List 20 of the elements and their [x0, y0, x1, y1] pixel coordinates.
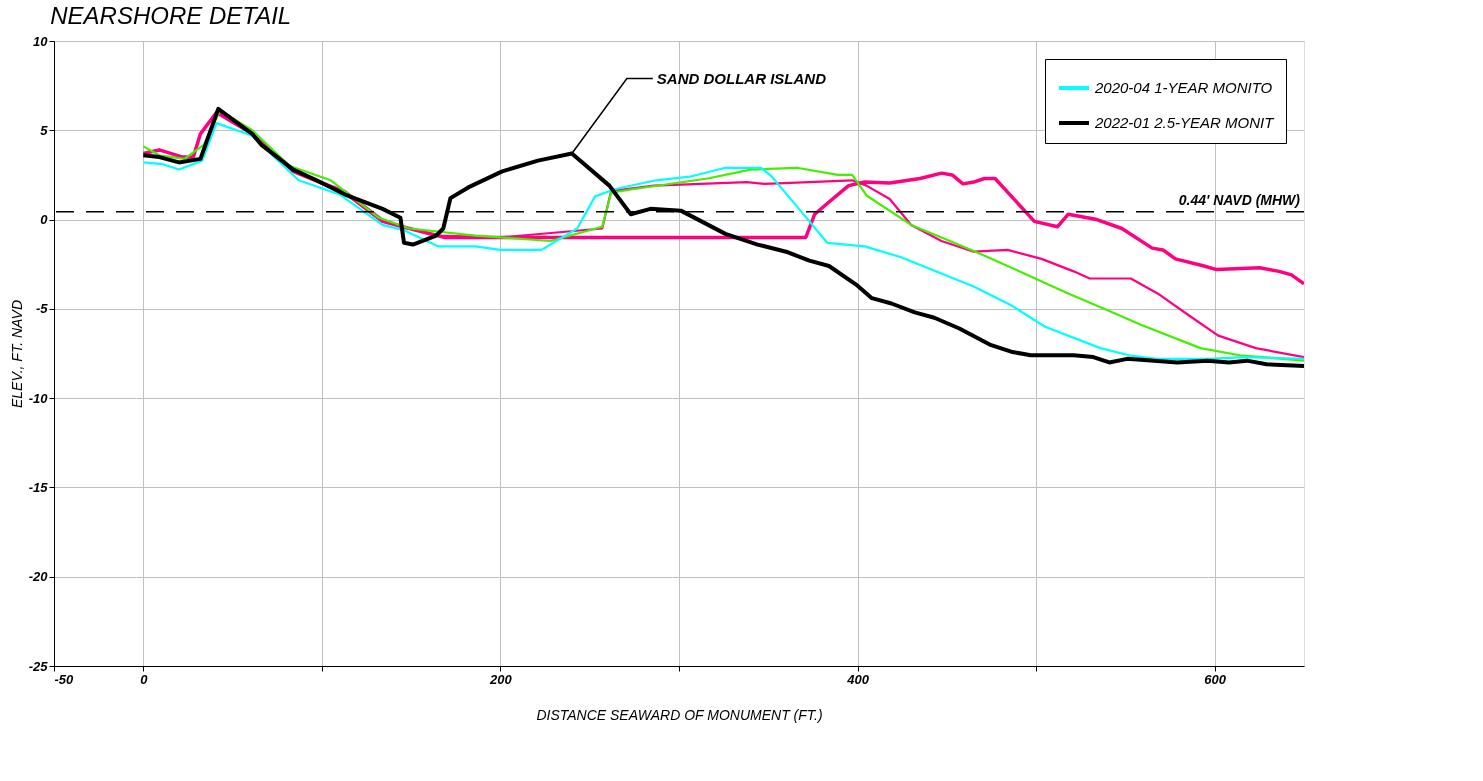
x-tick-label: 400 — [846, 671, 870, 687]
y-tick-label: 10 — [33, 33, 49, 49]
y-tick-label: 5 — [40, 122, 49, 138]
x-tick-label: 200 — [489, 671, 513, 687]
y-axis-title: ELEV., FT. NAVD — [8, 299, 25, 409]
x-tick-label: 600 — [1204, 671, 1227, 687]
y-tick-label: -10 — [28, 390, 49, 406]
legend-label: 2020-04 1-YEAR MONITO — [1094, 79, 1273, 96]
y-tick-label: -15 — [28, 479, 49, 495]
y-tick-label: 0 — [40, 212, 49, 228]
y-tick-label: -25 — [28, 658, 49, 674]
x-tick-label: -50 — [54, 671, 75, 687]
chart-title: NEARSHORE DETAIL — [50, 2, 292, 29]
ref-line-label: 0.44' NAVD (MHW) — [1178, 191, 1301, 208]
x-axis-title: DISTANCE SEAWARD OF MONUMENT (FT.) — [536, 706, 823, 723]
legend-label: 2022-01 2.5-YEAR MONIT — [1094, 114, 1276, 131]
annotation: SAND DOLLAR ISLAND — [656, 69, 827, 87]
y-tick-label: -5 — [35, 301, 49, 317]
y-tick-label: -20 — [28, 569, 49, 585]
x-tick-label: 0 — [140, 671, 149, 687]
